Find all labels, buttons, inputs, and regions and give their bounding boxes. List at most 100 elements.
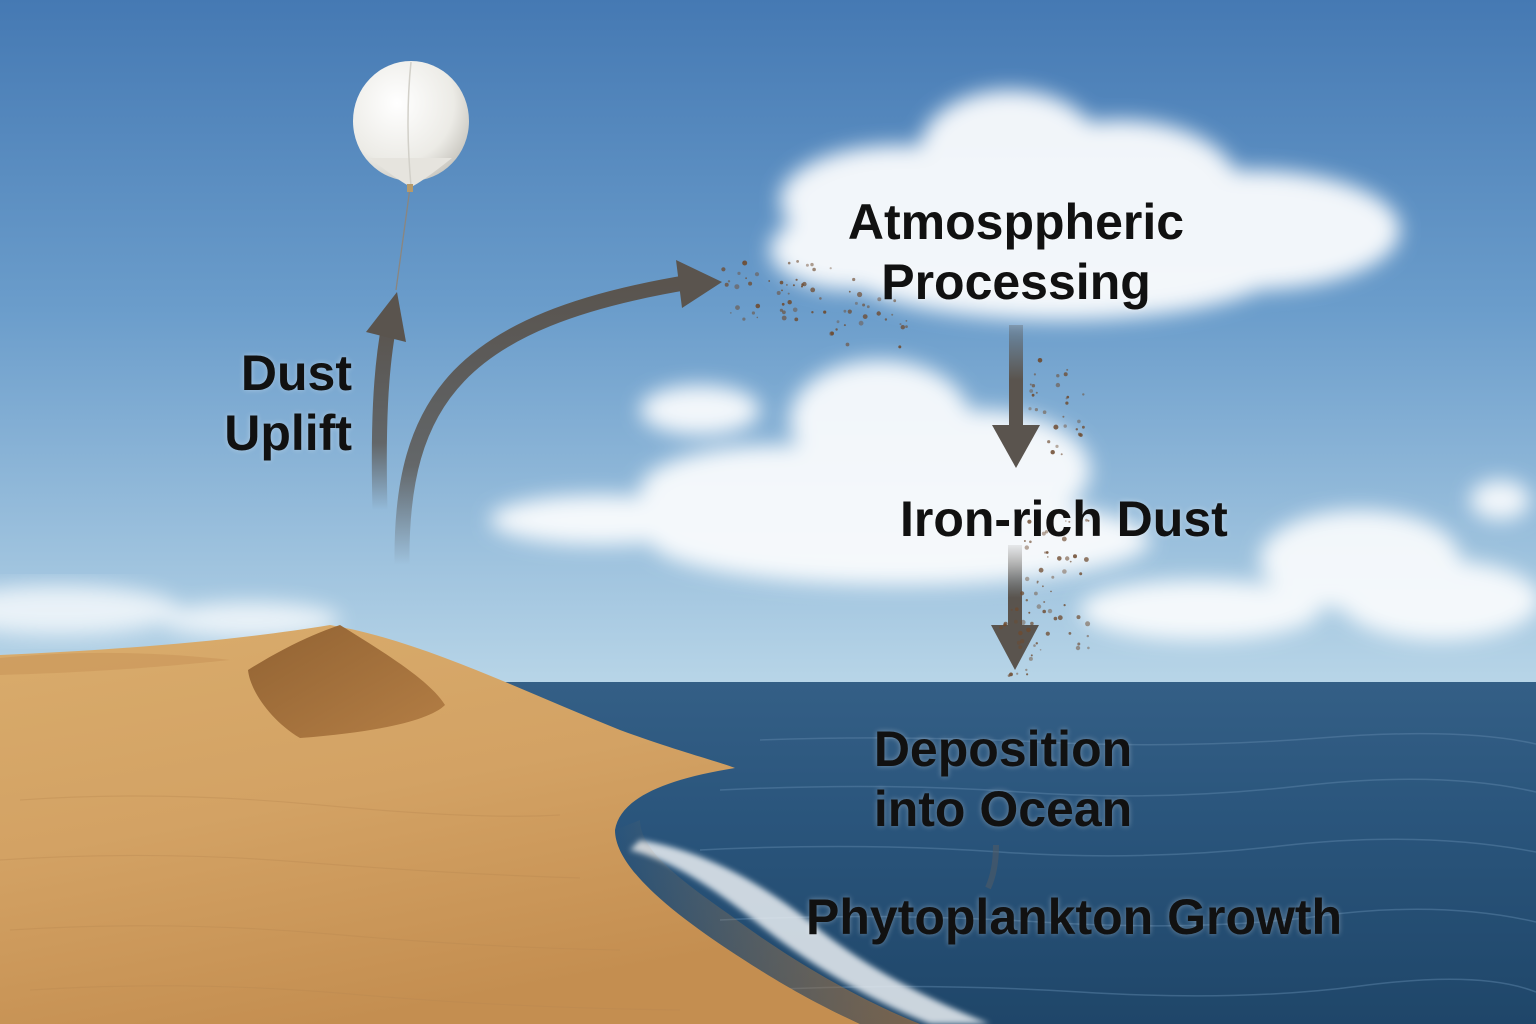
dune-secondary [0, 652, 230, 675]
dust-speck [751, 311, 756, 315]
dust-speck [1016, 640, 1021, 645]
dust-speck [848, 290, 851, 293]
down-arrow-processing [992, 325, 1040, 468]
dust-speck [1066, 368, 1069, 371]
dust-speck [801, 285, 803, 288]
dust-speck [1037, 358, 1043, 363]
label-atmospheric-line1: Atmosppheric [847, 194, 1185, 250]
dust-speck [1068, 632, 1072, 635]
dust-speck [823, 310, 827, 314]
dust-speck [1028, 611, 1031, 614]
dust-speck [900, 325, 905, 330]
dust-speck [1066, 395, 1070, 399]
label-dust-uplift-line2: Uplift [224, 405, 352, 461]
cloud-middle [490, 360, 1150, 585]
dust-speck [1068, 520, 1071, 523]
dust-speck [756, 316, 759, 319]
dust-speck [734, 284, 740, 290]
dust-speck [1057, 615, 1063, 621]
dust-speck [1063, 604, 1066, 607]
dust-speck [794, 317, 799, 322]
dust-speck [1087, 646, 1090, 650]
weather-balloon [353, 61, 469, 291]
dust-speck [893, 299, 897, 303]
dust-speck [1026, 673, 1029, 676]
dust-speck [1085, 518, 1088, 522]
dust-speck [735, 305, 740, 310]
dust-speck [787, 261, 791, 265]
dust-speck [1055, 444, 1059, 448]
dust-speck [781, 289, 783, 292]
dust-speck [1050, 590, 1052, 593]
dust-speck [876, 311, 881, 316]
dust-speck [742, 260, 748, 266]
dust-speck [1015, 607, 1019, 611]
dust-speck [1045, 631, 1050, 636]
dust-speck [802, 281, 807, 287]
dust-speck [1060, 453, 1063, 456]
dust-speck [1024, 545, 1030, 550]
dust-speck [905, 325, 908, 328]
dust-speck [1038, 567, 1044, 573]
dust-speck [1020, 619, 1026, 626]
dust-speck [742, 261, 745, 264]
dust-speck [795, 278, 798, 281]
dust-speck [1042, 585, 1044, 588]
dust-particles [721, 260, 1091, 677]
dust-speck [1044, 530, 1049, 534]
dust-speck [1055, 382, 1061, 388]
dust-speck [905, 320, 908, 322]
dust-speck [724, 282, 729, 287]
dust-speck [852, 277, 856, 282]
dust-speck [1031, 384, 1036, 388]
dust-speck [776, 291, 781, 295]
dust-speck [796, 260, 799, 263]
dust-speck [999, 625, 1003, 630]
dust-speck [857, 291, 863, 298]
dust-speck [1077, 419, 1081, 424]
dust-speck [1028, 656, 1033, 661]
label-atmospheric-processing: Atmosppheric Processing [810, 192, 1222, 312]
dust-speck [1077, 642, 1081, 646]
dune-shadow [248, 625, 445, 738]
label-deposition-line1: Deposition [873, 721, 1133, 777]
dust-speck [1020, 639, 1025, 644]
label-phytoplankton-growth: Phytoplankton Growth [806, 889, 1343, 945]
dust-speck [1069, 560, 1072, 563]
dust-speck [787, 300, 792, 305]
dust-speck [1041, 531, 1046, 536]
dust-speck [779, 308, 784, 312]
dust-speck [1065, 401, 1069, 405]
dust-speck [812, 267, 816, 272]
dust-speck [1035, 642, 1039, 645]
dust-speck [1063, 424, 1067, 428]
dust-speck [1023, 540, 1026, 542]
dust-speck [1082, 393, 1085, 396]
dust-speck [843, 324, 846, 327]
label-atmospheric-line2: Processing [881, 254, 1151, 310]
dust-speck [1079, 572, 1083, 576]
faint-connector [985, 844, 999, 890]
dust-speck [1065, 556, 1070, 561]
dust-speck [1027, 519, 1032, 524]
dust-speck [835, 328, 838, 331]
dust-speck [1034, 408, 1038, 412]
dust-speck [845, 342, 850, 347]
dust-speck [1026, 627, 1031, 633]
dust-speck [1050, 450, 1055, 455]
label-dust-uplift: Dust Uplift [190, 343, 352, 463]
dust-speck [1031, 393, 1035, 397]
dust-speck [836, 320, 840, 324]
dust-speck [737, 271, 741, 275]
label-iron-rich-dust: Iron-rich Dust [900, 491, 1228, 547]
dust-speck [729, 312, 732, 314]
dust-speck [1043, 601, 1046, 603]
dust-speck [1014, 619, 1018, 624]
dust-speck [1020, 591, 1025, 596]
dust-speck [1085, 621, 1091, 627]
transport-arrow [394, 260, 722, 566]
dust-speck [1047, 440, 1051, 444]
dust-speck [866, 305, 870, 309]
dust-speck [1053, 424, 1059, 430]
dust-speck [727, 280, 731, 283]
